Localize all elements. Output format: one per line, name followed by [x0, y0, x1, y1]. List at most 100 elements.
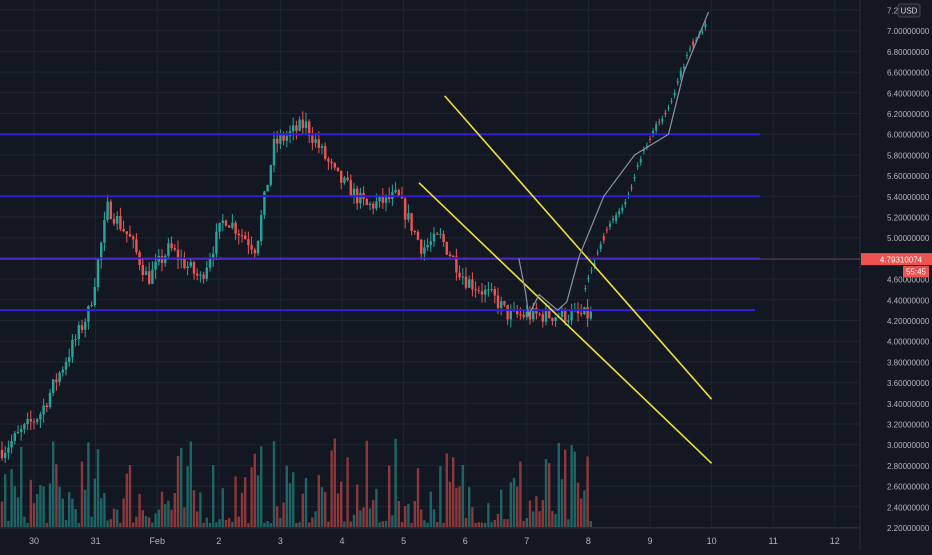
volume-bar [391, 515, 394, 527]
channel-layer[interactable] [418, 95, 713, 464]
x-tick-label: 30 [29, 536, 39, 546]
candle-body [509, 310, 512, 320]
volume-bar [288, 483, 292, 527]
candle-body [170, 243, 173, 249]
volume-bar [103, 493, 106, 527]
candle-body [636, 165, 639, 167]
candle-body [413, 231, 416, 233]
volume-bar [423, 520, 426, 527]
volume-bar [244, 477, 247, 527]
volume-bar [16, 497, 20, 527]
candles-layer [0, 20, 707, 464]
candle-body [327, 158, 330, 162]
volume-bar [205, 517, 208, 527]
candle-body [522, 314, 525, 318]
volume-bar [71, 498, 74, 527]
volume-bar [560, 479, 564, 527]
support-resistance-layer[interactable] [0, 133, 860, 312]
y-tick-label: 7.00000000 [887, 27, 930, 36]
candle-body [199, 274, 202, 276]
volume-bar [112, 508, 116, 527]
volume-bar [247, 522, 250, 527]
volume-bar [192, 490, 196, 527]
volume-bar [464, 518, 468, 527]
volume-bar [90, 516, 93, 527]
price-axis[interactable]: 7.2 7.00000000 6.80000000 6.60000000 6.40000… [861, 3, 932, 533]
candle-body [128, 234, 132, 237]
volume-bar [528, 500, 532, 527]
candle-body [42, 405, 45, 415]
candle-body [330, 161, 333, 164]
candle-body [658, 121, 661, 123]
candle-body [202, 274, 205, 279]
candle-body [538, 313, 541, 315]
candle-body [378, 195, 381, 202]
candle-body [704, 23, 707, 28]
candle-body [77, 325, 80, 339]
candle-body [61, 369, 64, 373]
volume-bar [231, 521, 234, 527]
candle-body [500, 301, 503, 308]
candle-body [141, 264, 144, 275]
x-tick-label: 11 [769, 536, 778, 546]
volume-bar [292, 472, 295, 527]
candle-body [244, 235, 247, 240]
candle-body [642, 149, 645, 152]
volume-bar [327, 521, 330, 527]
candle-body [381, 195, 384, 203]
volume-bar [48, 483, 52, 527]
y-tick-label: 4.60000000 [887, 276, 930, 285]
candle-body [237, 233, 240, 236]
candle-body [68, 357, 71, 363]
candle-body [196, 273, 199, 276]
candle-body [564, 309, 567, 322]
candle-body [250, 245, 253, 250]
candle-body [695, 39, 698, 41]
candle-body [503, 301, 506, 305]
price-tag-label: 4.79310074 [880, 256, 923, 265]
volume-bar [368, 508, 372, 527]
volume-bar [586, 456, 589, 527]
volume-bar [541, 500, 544, 527]
projection-layer[interactable] [518, 11, 710, 318]
candle-body [320, 146, 324, 148]
volume-bar [279, 517, 282, 527]
candle-body [397, 190, 400, 196]
volume-bar [23, 516, 26, 527]
volume-bar [157, 509, 160, 527]
candle-body [461, 276, 464, 278]
volume-bar [525, 517, 528, 527]
volume-bar [215, 522, 218, 527]
candle-body [605, 229, 608, 231]
volume-bar [189, 441, 192, 527]
candle-body [652, 130, 655, 135]
candle-body [112, 218, 116, 224]
volume-bar [180, 447, 183, 527]
volume-bar [365, 440, 368, 527]
volume-bar [455, 487, 458, 527]
volume-bar [282, 502, 285, 527]
candle-body [125, 231, 128, 235]
candle-body [308, 121, 311, 136]
volume-bar [13, 486, 16, 527]
candle-body [298, 119, 301, 131]
x-tick-label: 10 [707, 536, 717, 546]
volume-bar [522, 521, 525, 527]
time-axis[interactable]: 30 31 Feb 2 3 4 5 6 7 8 9 10 11 12 [29, 536, 840, 546]
candle-body [676, 81, 679, 83]
candle-body [587, 278, 590, 280]
candle-body [272, 138, 276, 166]
candle-body [372, 203, 375, 209]
candle-body [336, 167, 340, 171]
candle-body [13, 433, 16, 441]
volume-bar [298, 522, 301, 527]
candle-body [480, 291, 484, 295]
volume-bar [109, 519, 112, 527]
candle-body [173, 248, 176, 250]
volume-bar [311, 517, 314, 527]
candle-body [96, 260, 100, 288]
volume-bar [301, 493, 304, 527]
volume-bar [122, 498, 125, 527]
volume-bar [135, 516, 138, 527]
